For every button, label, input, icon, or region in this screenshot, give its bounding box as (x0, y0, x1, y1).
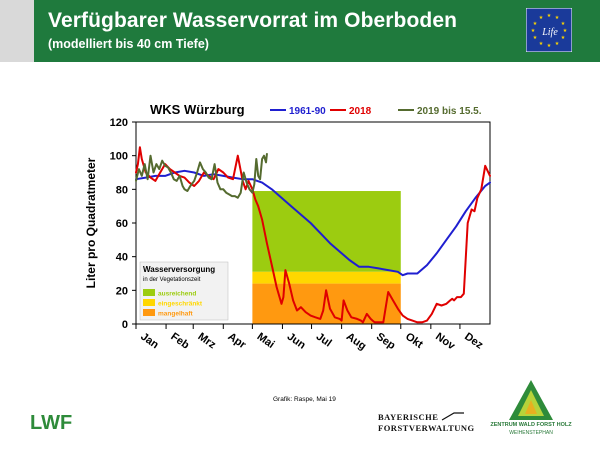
svg-text:★: ★ (561, 21, 566, 27)
zwfh-mountain-icon (509, 380, 553, 420)
eu-life-logo: ★ ★★ ★★★ ★★★ ★★★ Life (526, 8, 572, 52)
legend-label: 1961-90 (289, 106, 326, 117)
svg-text:★: ★ (563, 28, 568, 34)
x-tick-label: Feb (168, 331, 191, 352)
y-tick-label: 60 (116, 218, 128, 230)
x-tick-label: Apr (226, 331, 249, 352)
bayerische-forstverwaltung-logo: BAYERISCHE FORSTVERWALTUNG (378, 412, 474, 438)
water-legend-subtitle: in der Vegetationszeit (143, 277, 201, 283)
page-title: Verfügbarer Wasservorrat im Oberboden (48, 9, 458, 32)
lwf-logo: LWF (30, 412, 72, 432)
zwfh-name: ZENTRUM WALD FORST HOLZ (490, 422, 572, 428)
svg-text:★: ★ (555, 15, 560, 21)
svg-text:★: ★ (539, 41, 544, 47)
water-legend-swatch (143, 309, 155, 316)
header-side-strip (0, 0, 34, 62)
water-supply-chart: 0 20 40 60 80 100 120 Jan Feb Mrz Apr Mai Jun Jul Aug S… (84, 102, 491, 353)
chart-title: WKS Würzburg (150, 102, 245, 117)
water-legend-title: Wasserversorgung (143, 265, 215, 274)
water-legend-swatch (143, 299, 155, 306)
svg-text:★: ★ (561, 35, 566, 41)
bayern-line1: BAYERISCHE (378, 412, 439, 422)
y-tick-label: 100 (110, 151, 128, 163)
legend-label: 2018 (349, 106, 372, 117)
zentrum-wald-forst-holz-logo: ZENTRUM WALD FORST HOLZ WEIHENSTEPHAN (476, 378, 586, 440)
svg-text:★: ★ (533, 21, 538, 27)
svg-text:★: ★ (531, 28, 536, 34)
svg-text:★: ★ (539, 15, 544, 21)
svg-text:★: ★ (547, 43, 552, 49)
x-tick-label: Nov (433, 331, 458, 353)
water-legend-label: eingeschränkt (158, 301, 203, 308)
x-tick-label: Mrz (196, 331, 219, 352)
y-tick-label: 80 (116, 184, 128, 196)
chart-credit: Grafik: Raspe, Mai 19 (273, 396, 336, 403)
water-legend-label: ausreichend (158, 291, 196, 298)
x-tick-label: Okt (403, 331, 425, 352)
y-tick-label: 40 (116, 252, 128, 264)
eu-life-text: Life (541, 27, 558, 38)
legend-label: 2019 bis 15.5. (417, 106, 482, 117)
vegetation-band-1 (252, 271, 401, 284)
y-tick-label: 20 (116, 285, 128, 297)
vegetation-band-0 (252, 191, 401, 272)
x-tick-label: Sep (374, 331, 398, 353)
water-legend-label: mangelhaft (158, 311, 194, 318)
page-subtitle: (modelliert bis 40 cm Tiefe) (48, 37, 209, 51)
svg-text:★: ★ (547, 13, 552, 19)
y-axis-label: Liter pro Quadratmeter (84, 157, 98, 288)
y-tick-label: 0 (122, 319, 128, 331)
x-tick-label: Mai (255, 331, 277, 351)
y-tick-label: 120 (110, 117, 128, 129)
x-tick-label: Jan (138, 331, 161, 352)
header-bar: Verfügbarer Wasservorrat im Oberboden (m… (0, 0, 600, 62)
water-legend-swatch (143, 289, 155, 296)
bayern-arrow-icon (441, 412, 464, 421)
x-tick-label: Jun (285, 331, 308, 352)
bayern-line2: FORSTVERWALTUNG (378, 423, 475, 433)
zwfh-place: WEIHENSTEPHAN (509, 430, 553, 436)
svg-text:★: ★ (555, 41, 560, 47)
x-tick-label: Aug (344, 331, 368, 353)
series-line-1 (135, 146, 491, 324)
svg-text:★: ★ (533, 35, 538, 41)
series-line-2 (135, 153, 268, 199)
x-tick-label: Jul (314, 331, 334, 350)
svg-text:LWF: LWF (30, 412, 72, 432)
x-tick-label: Dez (462, 331, 485, 352)
